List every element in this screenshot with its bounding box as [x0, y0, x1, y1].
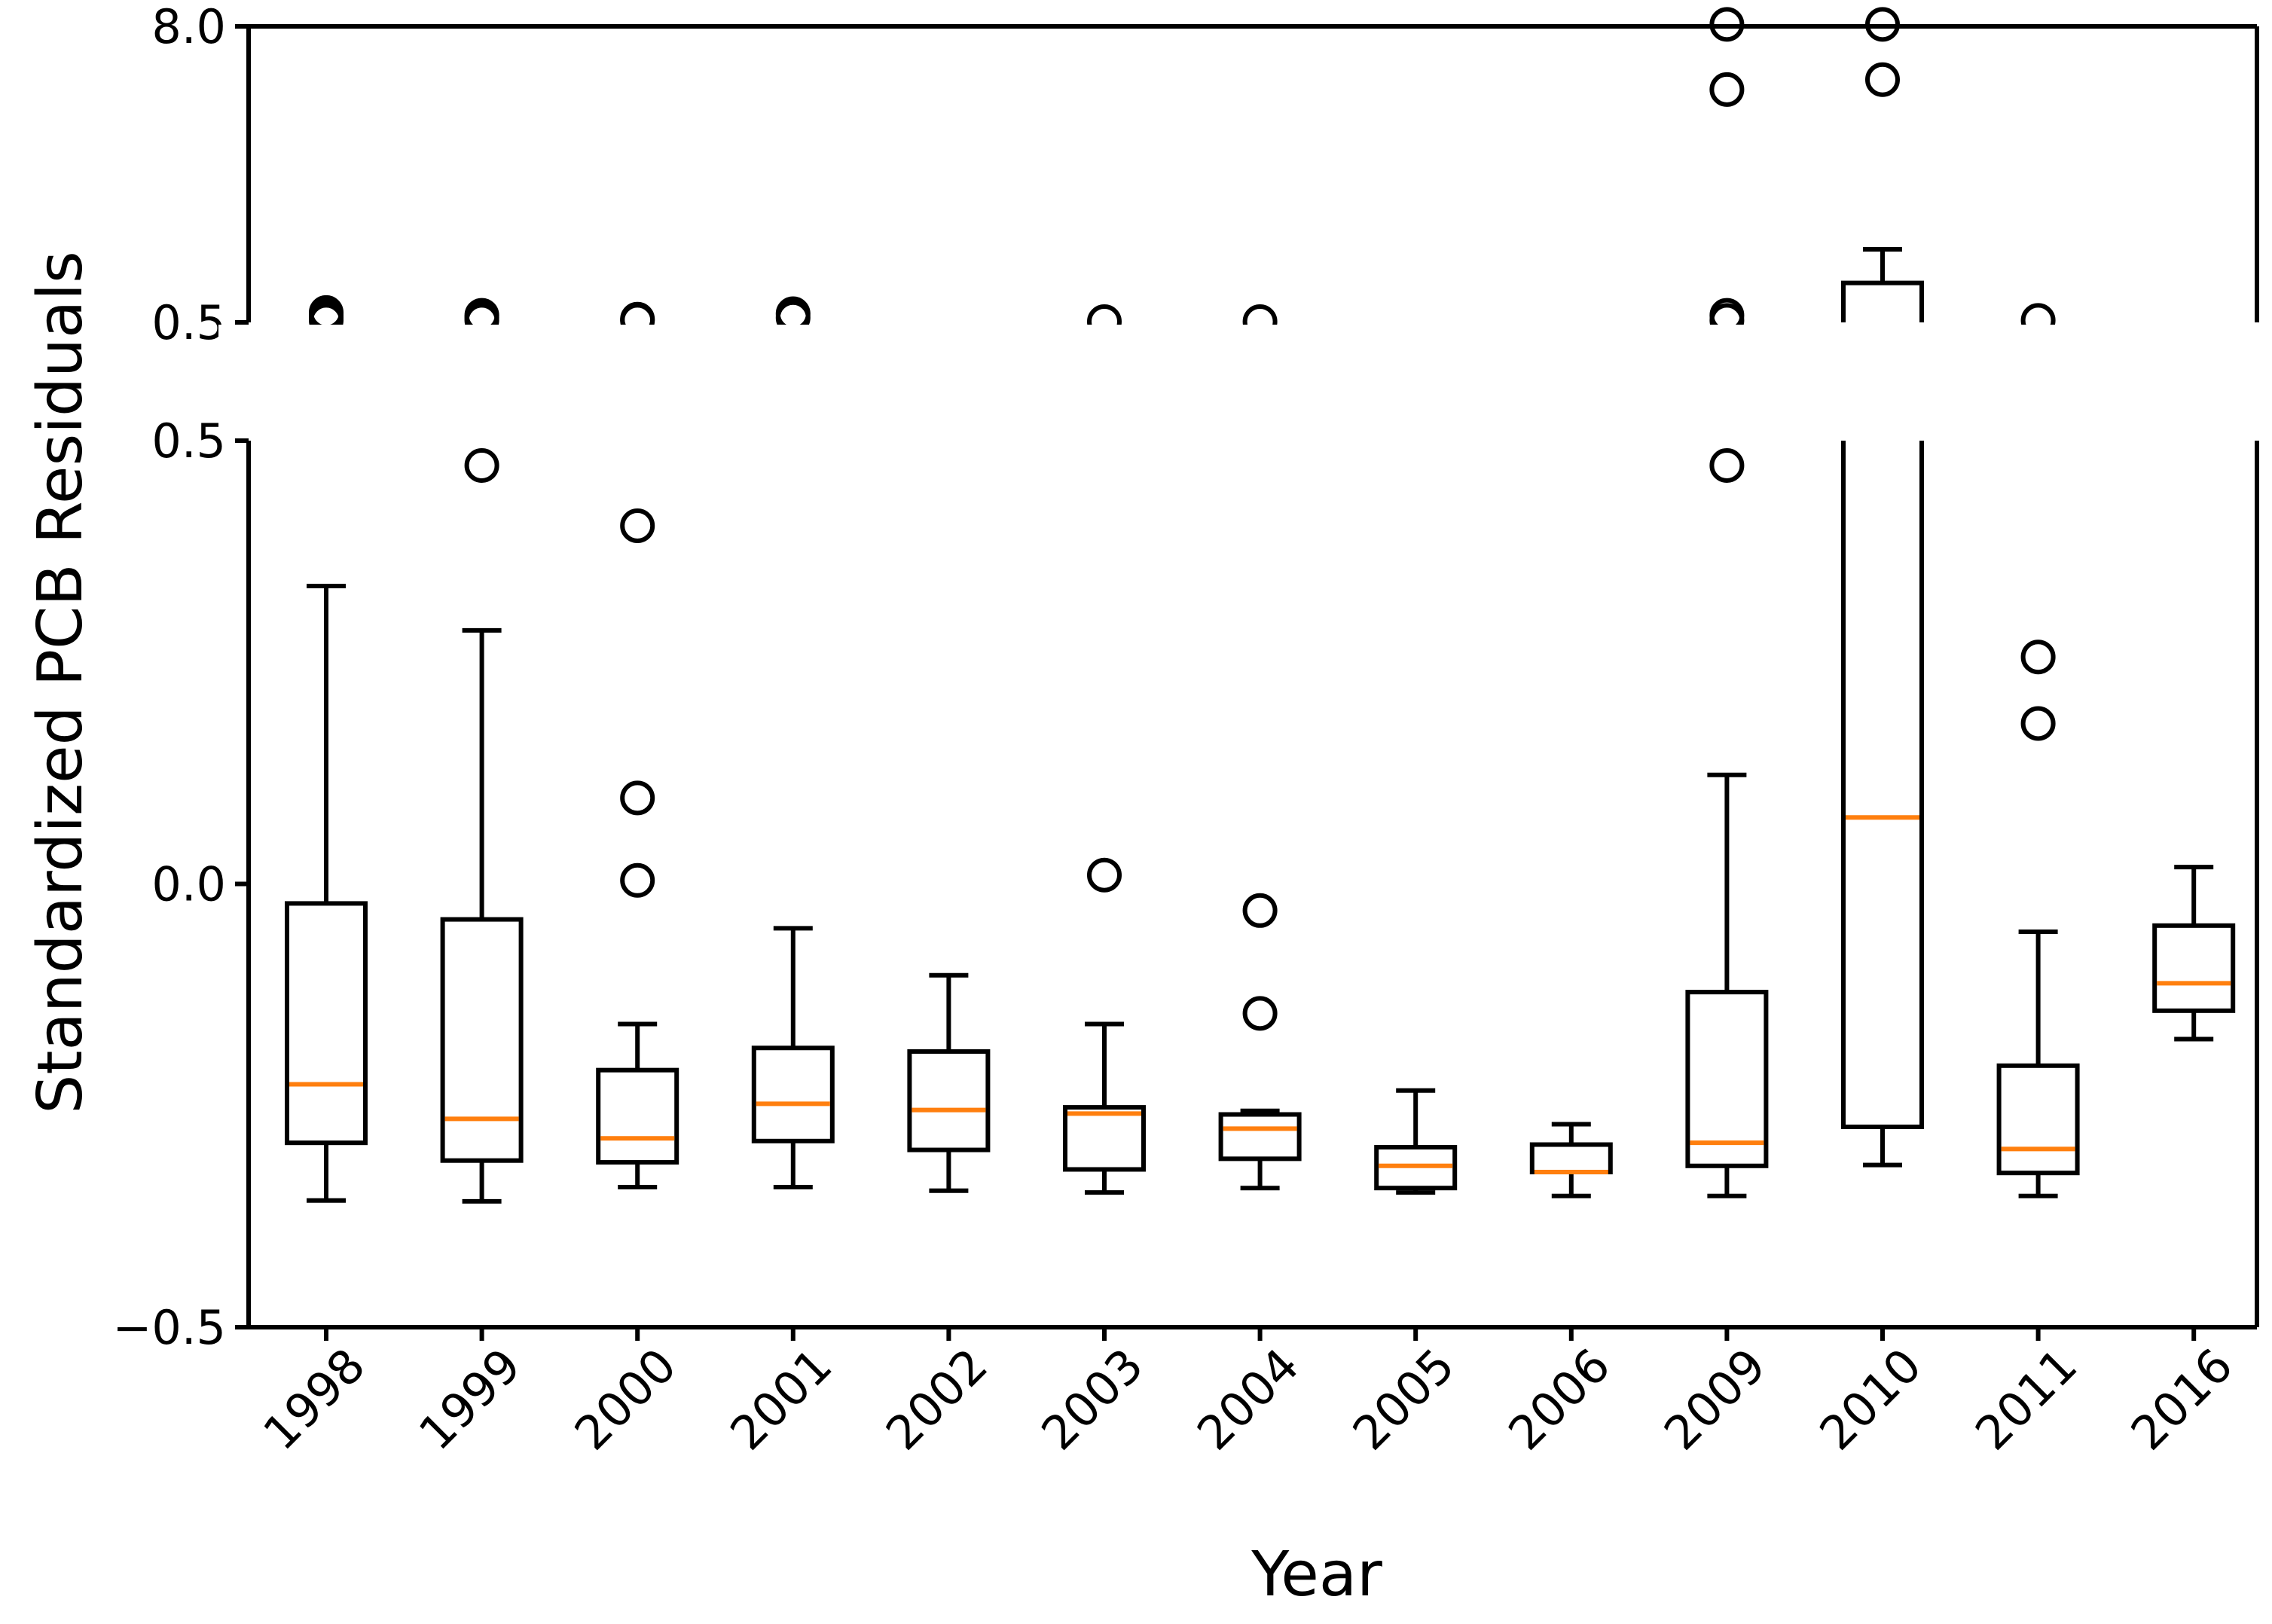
- box-rect: [1996, 1063, 2080, 1176]
- x-tick-label: 2016: [2121, 1338, 2243, 1461]
- x-tick-label: 2003: [1031, 1338, 1153, 1461]
- y-tick-label: −0.5: [112, 1300, 226, 1355]
- x-tick-label: 2010: [1809, 1338, 1932, 1461]
- box-rect: [1063, 1105, 1146, 1172]
- x-tick-label: 2009: [1654, 1338, 1776, 1461]
- box-1999: [440, 447, 524, 1204]
- outlier-point: [2020, 706, 2056, 741]
- box-2006: [1529, 1122, 1613, 1198]
- upper-axis-segment: [218, 7, 2272, 438]
- box-2009: [1685, 447, 1769, 1198]
- axes-frames: [246, 24, 2259, 1329]
- box-1998: [285, 584, 368, 1203]
- outlier-point: [620, 508, 655, 543]
- x-tick-label: 1999: [408, 1338, 531, 1461]
- box-rect-upper: [1841, 280, 1924, 322]
- box-2010: [1841, 441, 1924, 1168]
- outlier-point: [1865, 7, 1900, 42]
- box-rect: [596, 1067, 679, 1165]
- box-2002: [907, 972, 991, 1193]
- box-rect: [1374, 1145, 1458, 1191]
- x-tick-label: 2011: [1965, 1338, 2087, 1461]
- box-rect: [440, 917, 524, 1163]
- x-tick-label: 2004: [1186, 1338, 1309, 1461]
- outlier-point: [2020, 640, 2056, 675]
- y-tick-label: 0.0: [151, 857, 226, 912]
- box-2005: [1374, 1088, 1458, 1195]
- outlier-point: [1709, 7, 1745, 42]
- y-axis-label: Standardized PCB Residuals: [25, 251, 96, 1113]
- y-axis-ticks: −0.5 0.0 0.5 0.5 8.0: [112, 0, 249, 1355]
- outlier-point: [1087, 857, 1122, 893]
- y-tick-label: 0.5: [151, 414, 226, 469]
- box-2004: [1218, 893, 1302, 1191]
- x-tick-label: 2002: [875, 1338, 998, 1461]
- box-2016: [2152, 865, 2236, 1042]
- y-tick-label: 8.0: [151, 0, 226, 54]
- box-rect: [1841, 441, 1924, 1129]
- box-rect: [1685, 990, 1769, 1168]
- box-rect: [285, 901, 368, 1146]
- outlier-point: [620, 780, 655, 816]
- box-rect: [907, 1049, 991, 1152]
- x-axis-label: Year: [1251, 1539, 1382, 1610]
- box-rect: [1529, 1142, 1613, 1175]
- x-tick-label: 2005: [1342, 1338, 1465, 1461]
- y-tick-label: 0.5: [151, 295, 226, 350]
- outlier-point: [1242, 893, 1278, 928]
- axis-break-gap: [218, 325, 2272, 438]
- outlier-point: [464, 447, 499, 483]
- outlier-point: [1865, 62, 1900, 97]
- outlier-point: [1709, 72, 1745, 107]
- box-rect: [1218, 1112, 1302, 1162]
- outlier-point: [1709, 447, 1745, 483]
- box-rect: [751, 1046, 835, 1143]
- box-2000: [596, 508, 679, 1190]
- box-2001: [751, 926, 835, 1190]
- box-series: [285, 441, 2236, 1204]
- upper-2009: [1709, 7, 1745, 338]
- x-tick-label: 1998: [252, 1338, 375, 1461]
- box-2003: [1063, 857, 1146, 1195]
- outlier-point: [620, 862, 655, 898]
- x-tick-label: 2000: [564, 1338, 687, 1461]
- upper-2010: [1841, 7, 1924, 322]
- x-tick-label: 2001: [719, 1338, 842, 1461]
- outlier-point: [1242, 996, 1278, 1031]
- box-rect: [2152, 923, 2236, 1013]
- x-tick-label: 2006: [1498, 1338, 1620, 1461]
- x-axis-ticks: 1998 1999 2000 2001 2002 2003 2004 2005 2006 2009…: [252, 1327, 2243, 1461]
- box-2011: [1996, 640, 2080, 1198]
